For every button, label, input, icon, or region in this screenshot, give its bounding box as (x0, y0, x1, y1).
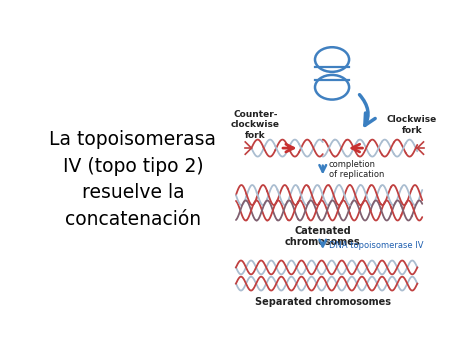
Text: Separated chromosomes: Separated chromosomes (255, 297, 391, 307)
Ellipse shape (315, 75, 349, 100)
Text: Clockwise
fork: Clockwise fork (387, 115, 437, 135)
Ellipse shape (315, 47, 349, 72)
Text: DNA topoisomerase IV: DNA topoisomerase IV (329, 241, 423, 250)
Text: Catenated
chromosomes: Catenated chromosomes (285, 226, 361, 247)
Bar (315, 67, 349, 80)
Text: La topoisomerasa
IV (topo tipo 2)
resuelve la
concatenación: La topoisomerasa IV (topo tipo 2) resuel… (49, 130, 216, 229)
Text: Counter-
clockwise
fork: Counter- clockwise fork (231, 110, 280, 140)
Text: completion
of replication: completion of replication (329, 160, 384, 179)
